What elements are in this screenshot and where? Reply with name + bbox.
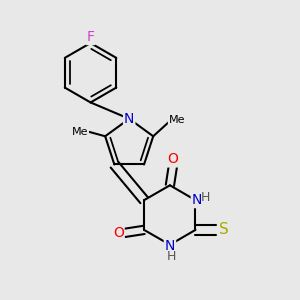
Text: Me: Me <box>72 127 88 137</box>
Text: Me: Me <box>169 115 185 125</box>
Text: F: F <box>87 30 94 44</box>
Text: H: H <box>167 250 176 262</box>
Text: O: O <box>113 226 124 240</box>
Text: S: S <box>219 222 229 237</box>
Text: H: H <box>201 191 211 204</box>
Text: N: N <box>124 112 134 126</box>
Text: N: N <box>192 193 202 207</box>
Text: N: N <box>165 239 175 253</box>
Text: O: O <box>167 152 178 167</box>
